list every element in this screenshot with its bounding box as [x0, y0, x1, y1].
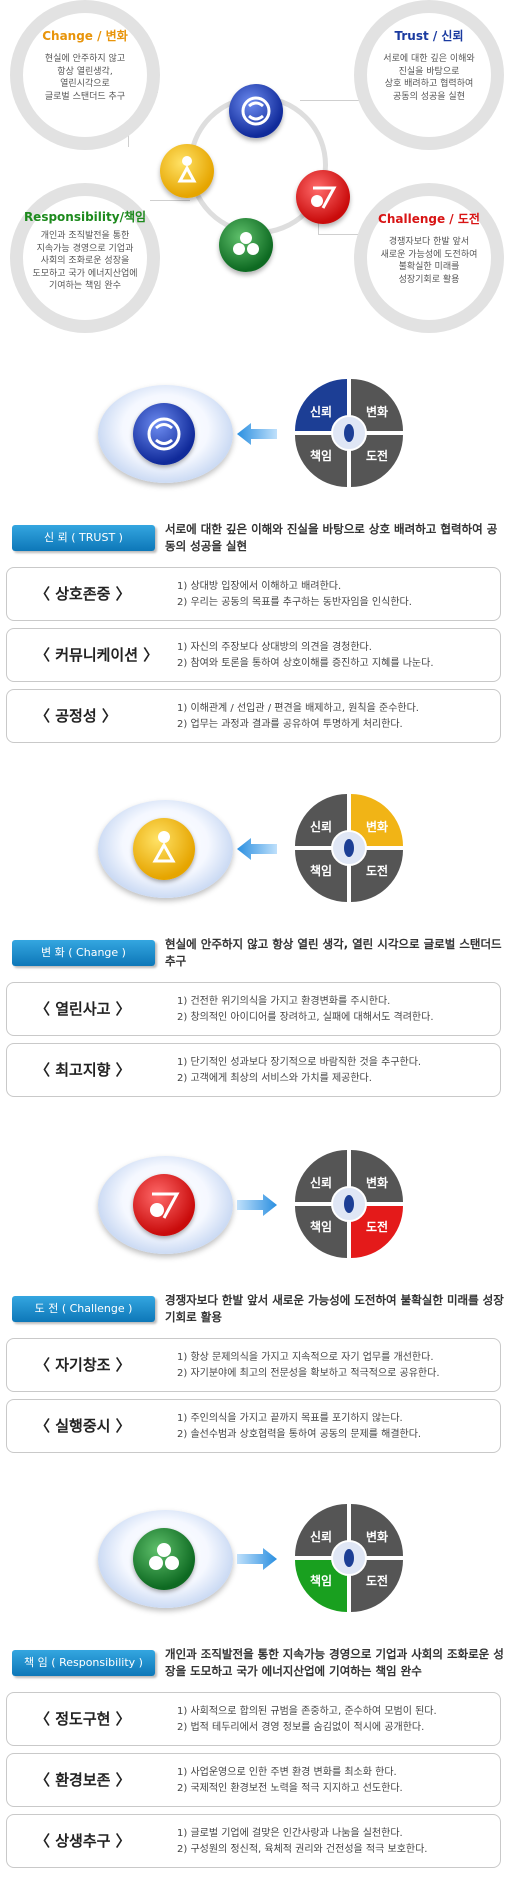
wheel-label-challenge: 도전: [366, 1573, 388, 1588]
wheel-label-change: 변화: [366, 1529, 388, 1544]
challenge-orb-icon: [296, 170, 350, 224]
responsibility-orb-icon: [219, 218, 273, 272]
value-item-title: 〈 자기창조 〉: [35, 1356, 131, 1374]
value-item-lines: 1) 글로벌 기업에 걸맞은 인간사랑과 나눔을 실천한다. 2) 구성원의 정…: [177, 1828, 428, 1855]
value-item-title: 〈 최고지향 〉: [35, 1061, 131, 1079]
section-description: 현실에 안주하지 않고 항상 열린 생각, 열린 시각으로 글로벌 스탠더드 추…: [165, 937, 502, 968]
challenge-desc: 경쟁자보다 한발 앞서 새로운 가능성에 도전하여 불확실한 미래를 성장기회로…: [380, 237, 478, 285]
wheel-label-change: 변화: [366, 819, 388, 834]
value-item-box: 〈 환경보존 〉 1) 사업운영으로 인한 주변 환경 변화를 최소화 한다. 2…: [6, 1753, 501, 1807]
value-item-title: 〈 상호존중 〉: [35, 585, 131, 603]
wheel-label-challenge: 도전: [366, 863, 388, 878]
change-desc: 현실에 안주하지 않고 항상 열린생각, 열린시각으로 글로벌 스탠더드 추구: [44, 54, 126, 102]
value-item-title: 〈 상생추구 〉: [35, 1832, 131, 1850]
value-item-box: 〈 상호존중 〉 1) 상대방 입장에서 이해하고 배려한다. 2) 우리는 공동…: [6, 567, 501, 621]
value-item-box: 〈 공정성 〉 1) 이해관계 / 선입관 / 편견을 배제하고, 원칙을 준수한…: [6, 689, 501, 743]
value-item-lines: 1) 상대방 입장에서 이해하고 배려한다. 2) 우리는 공동의 목표를 추구…: [177, 581, 412, 608]
responsibility-emblem-icon: [98, 1510, 233, 1608]
value-item-box: 〈 열린사고 〉 1) 건전한 위기의식을 가지고 환경변화를 주시한다. 2) …: [6, 982, 501, 1036]
value-item-box: 〈 상생추구 〉 1) 글로벌 기업에 걸맞은 인간사랑과 나눔을 실천한다. 2…: [6, 1814, 501, 1868]
trust-emblem-icon: [98, 385, 233, 483]
arrow-left-icon: [237, 423, 277, 445]
responsibility-title: Responsibility/책임: [23, 210, 147, 224]
section-description: 경쟁자보다 한발 앞서 새로운 가능성에 도전하여 불확실한 미래를 성장기회로…: [165, 1293, 504, 1324]
value-item-box: 〈 실행중시 〉 1) 주인의식을 가지고 끝까지 목표를 포기하지 않는다. 2…: [6, 1399, 501, 1453]
trust-bubble: Trust / 신뢰 서로에 대한 깊은 이해와 진실을 바탕으로 상호 배려하…: [354, 0, 504, 150]
section-badge: 도 전 ( Challenge ): [12, 1296, 155, 1322]
wheel-label-challenge: 도전: [366, 448, 388, 463]
value-item-box: 〈 최고지향 〉 1) 단기적인 성과보다 장기적으로 바람직한 것을 추구한다.…: [6, 1043, 501, 1097]
challenge-title: Challenge / 도전: [378, 212, 480, 226]
value-item-lines: 1) 사업운영으로 인한 주변 환경 변화를 최소화 한다. 2) 국제적인 환…: [177, 1767, 403, 1794]
value-item-title: 〈 실행중시 〉: [35, 1417, 131, 1435]
value-item-title: 〈 열린사고 〉: [35, 1000, 131, 1018]
change-emblem-icon: [98, 800, 233, 898]
value-item-lines: 1) 주인의식을 가지고 끝까지 목표를 포기하지 않는다. 2) 솔선수범과 …: [177, 1413, 422, 1440]
value-item-title: 〈 공정성 〉: [35, 707, 117, 725]
wheel-label-change: 변화: [366, 404, 388, 419]
section-description: 서로에 대한 깊은 이해와 진실을 바탕으로 상호 배려하고 협력하여 공동의 …: [165, 522, 498, 553]
value-item-title: 〈 환경보존 〉: [35, 1771, 131, 1789]
wheel-label-trust: 신뢰: [310, 404, 332, 419]
section-description: 개인과 조직발전을 통한 지속가능 경영으로 기업과 사회의 조화로운 성장을 …: [165, 1647, 504, 1678]
challenge-bubble: Challenge / 도전 경쟁자보다 한발 앞서 새로운 가능성에 도전하여…: [354, 183, 504, 333]
connector-line: [300, 100, 360, 101]
wheel-label-challenge: 도전: [366, 1219, 388, 1234]
section-badge: 신 뢰 ( TRUST ): [12, 525, 155, 551]
value-item-lines: 1) 이해관계 / 선입관 / 편견을 배제하고, 원칙을 준수한다. 2) 업…: [177, 703, 419, 730]
wheel-label-responsibility: 책임: [310, 1573, 332, 1588]
wheel-label-trust: 신뢰: [310, 1529, 332, 1544]
trust-desc: 서로에 대한 깊은 이해와 진실을 바탕으로 상호 배려하고 협력하여 공동의 …: [383, 54, 475, 102]
change-title: Change / 변화: [42, 29, 128, 43]
responsibility-desc: 개인과 조직발전을 통한 지속가능 경영으로 기업과 사회의 조화로운 성장을 …: [32, 231, 138, 291]
value-item-box: 〈 정도구현 〉 1) 사회적으로 합의된 규범을 존중하고, 준수하여 모범이 …: [6, 1692, 501, 1746]
arrow-right-icon: [237, 1548, 277, 1570]
values-diagram: Change / 변화 현실에 안주하지 않고 항상 열린생각, 열린시각으로 …: [0, 0, 514, 345]
value-item-lines: 1) 자신의 주장보다 상대방의 의견을 경청한다. 2) 참여와 토론을 통하…: [177, 642, 434, 669]
section-badge: 책 임 ( Responsibility ): [12, 1650, 155, 1676]
connector-line: [150, 200, 190, 201]
wheel-label-trust: 신뢰: [310, 1175, 332, 1190]
value-item-lines: 1) 건전한 위기의식을 가지고 환경변화를 주시한다. 2) 창의적인 아이디…: [177, 996, 434, 1023]
change-bubble: Change / 변화 현실에 안주하지 않고 항상 열린생각, 열린시각으로 …: [10, 0, 160, 150]
trust-orb-icon: [229, 84, 283, 138]
wheel-label-responsibility: 책임: [310, 448, 332, 463]
value-item-box: 〈 커뮤니케이션 〉 1) 자신의 주장보다 상대방의 의견을 경청한다. 2) …: [6, 628, 501, 682]
change-orb-icon: [160, 144, 214, 198]
value-item-title: 〈 정도구현 〉: [35, 1710, 131, 1728]
trust-title: Trust / 신뢰: [394, 29, 464, 43]
arrow-left-icon: [237, 838, 277, 860]
value-item-title: 〈 커뮤니케이션 〉: [35, 646, 159, 664]
wheel-label-responsibility: 책임: [310, 863, 332, 878]
wheel-label-responsibility: 책임: [310, 1219, 332, 1234]
value-item-lines: 1) 사회적으로 합의된 규범을 존중하고, 준수하여 모범이 된다. 2) 법…: [177, 1706, 437, 1733]
responsibility-bubble: Responsibility/책임 개인과 조직발전을 통한 지속가능 경영으로…: [10, 183, 160, 333]
section-badge: 변 화 ( Change ): [12, 940, 155, 966]
value-item-lines: 1) 단기적인 성과보다 장기적으로 바람직한 것을 추구한다. 2) 고객에게…: [177, 1057, 422, 1084]
challenge-emblem-icon: [98, 1156, 233, 1254]
arrow-right-icon: [237, 1194, 277, 1216]
value-item-lines: 1) 항상 문제의식을 가지고 지속적으로 자기 업무를 개선한다. 2) 자기…: [177, 1352, 440, 1379]
wheel-label-trust: 신뢰: [310, 819, 332, 834]
value-item-box: 〈 자기창조 〉 1) 항상 문제의식을 가지고 지속적으로 자기 업무를 개선한…: [6, 1338, 501, 1392]
wheel-label-change: 변화: [366, 1175, 388, 1190]
